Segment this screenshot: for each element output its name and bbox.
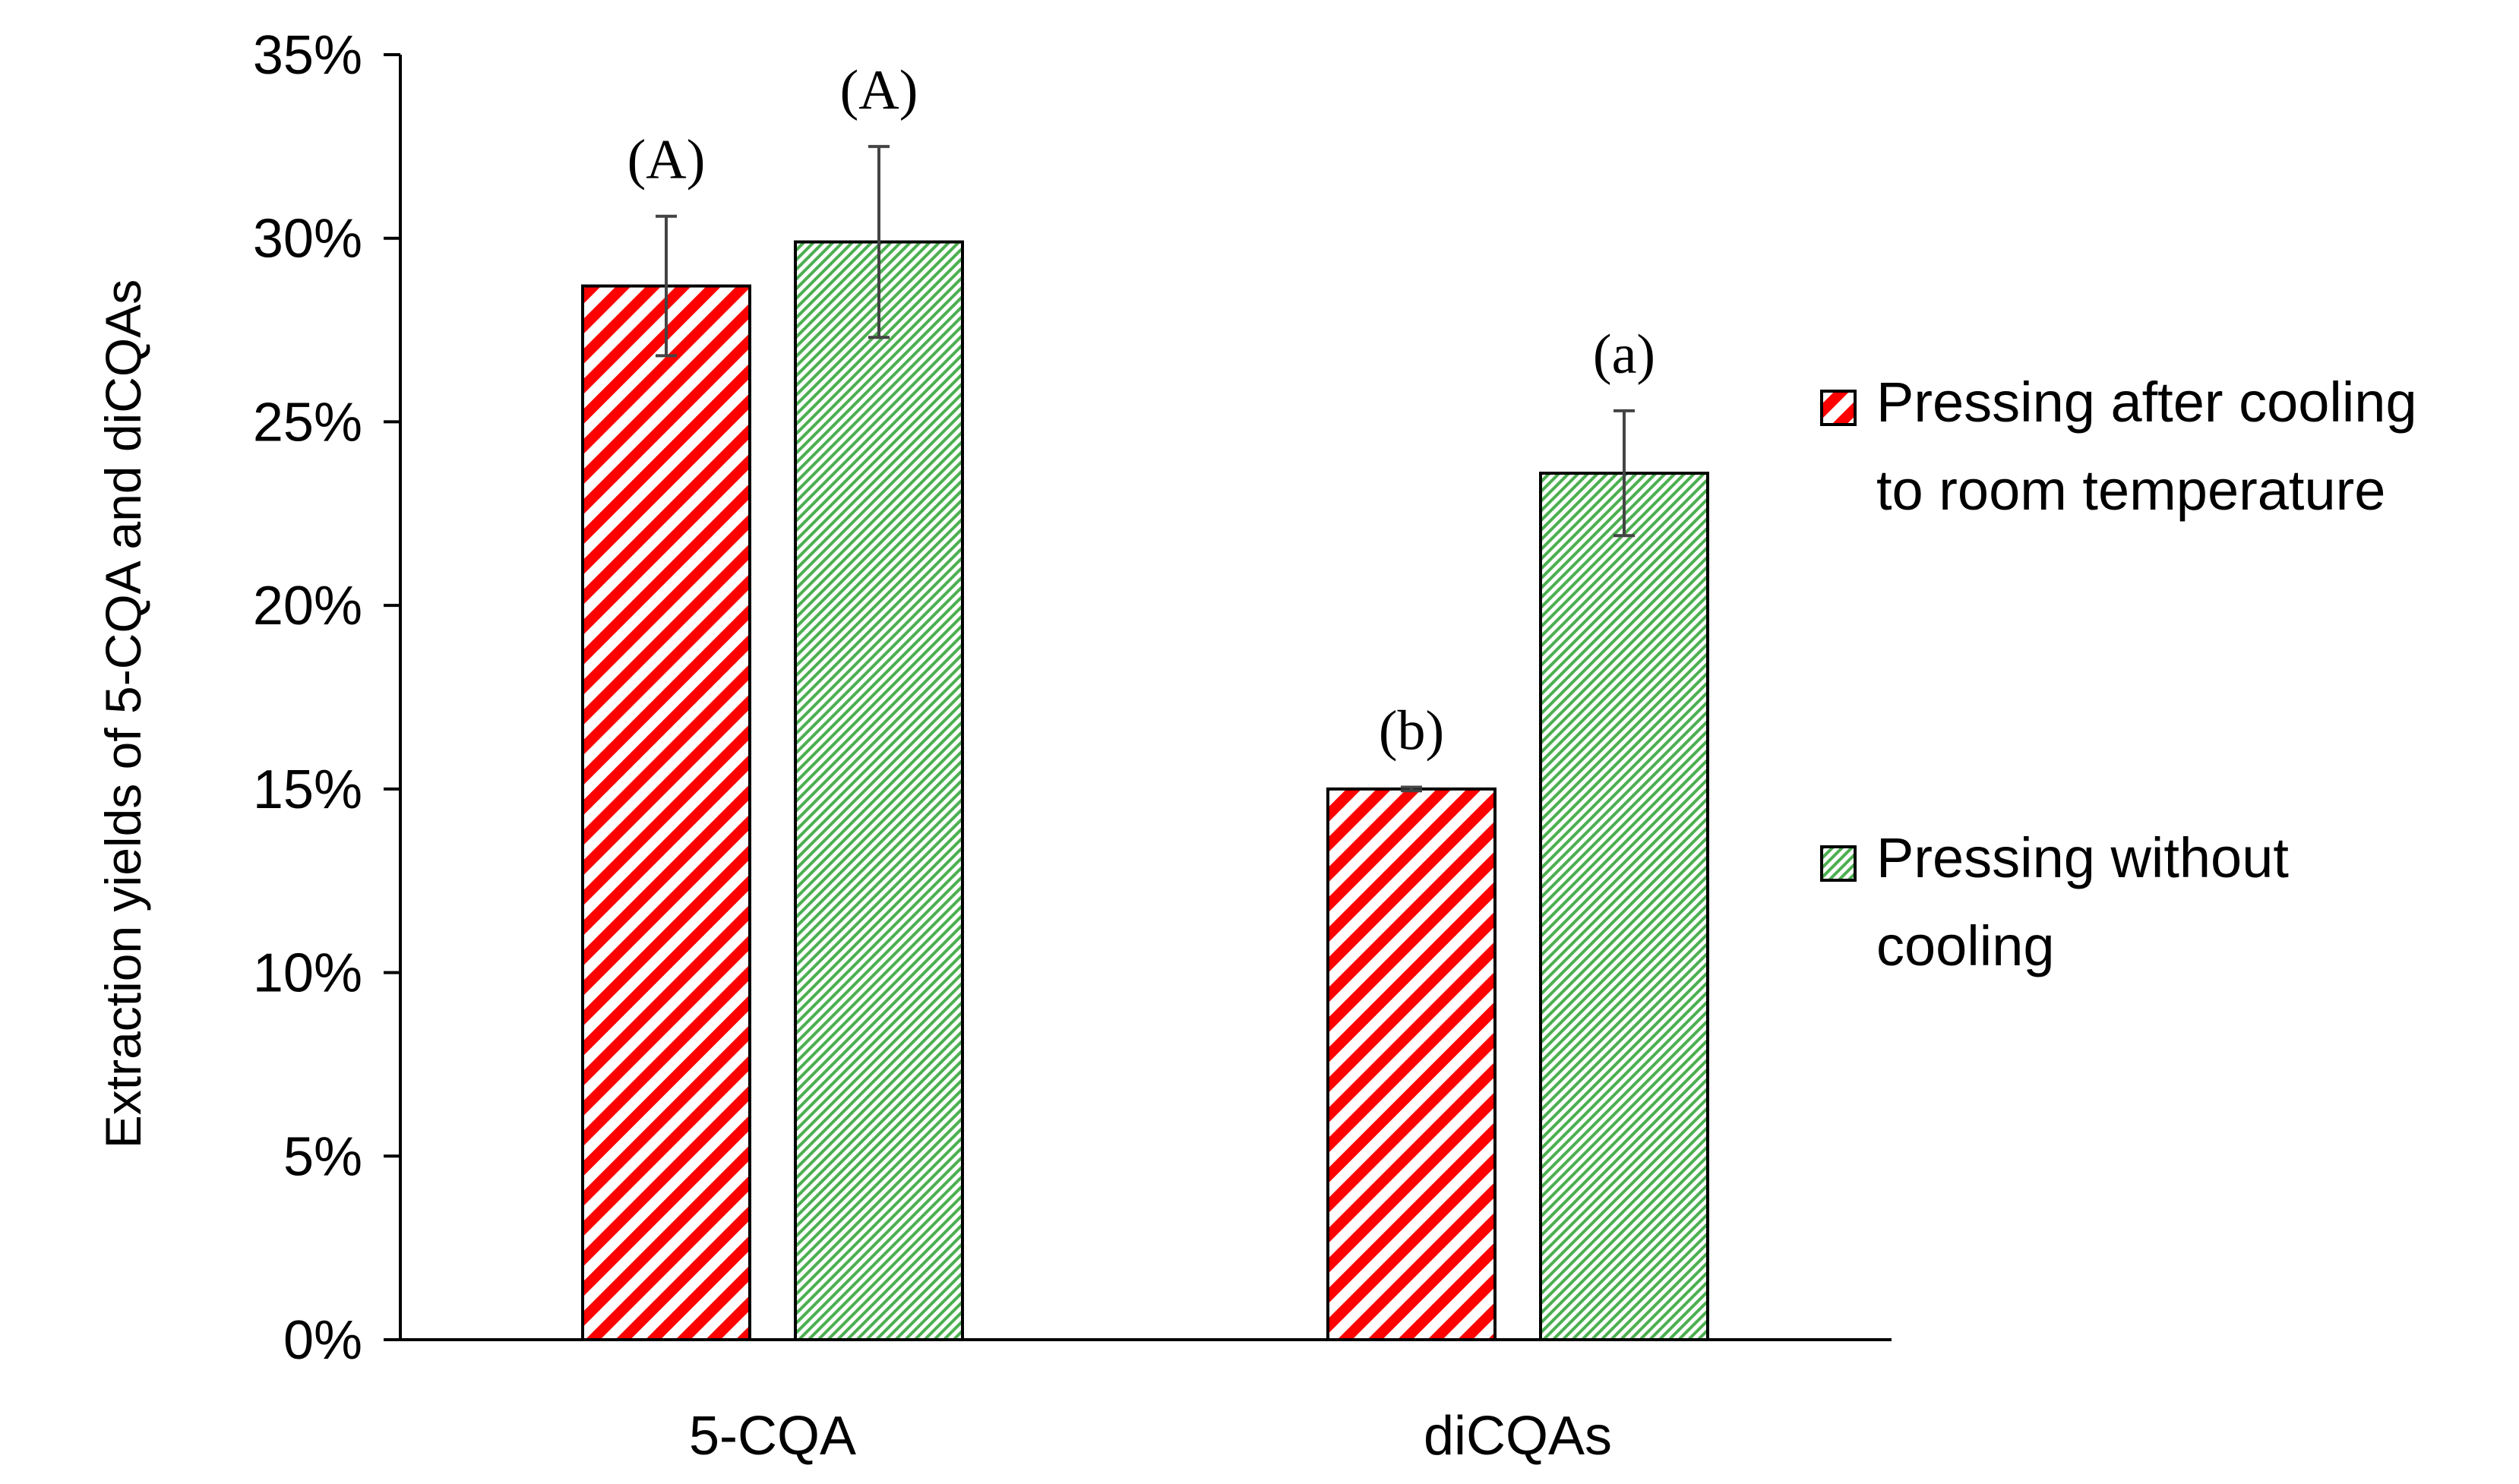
y-tick-label: 25% [253,392,362,453]
x-tick-label: 5-CQA [689,1406,856,1467]
significance-label: (a) [1593,324,1655,386]
legend-label: cooling [1876,914,2055,977]
bar-not-cooled-5-cqa [794,240,964,1341]
bar-cooled-5-cqa [581,284,751,1341]
significance-label: (A) [627,129,706,191]
y-tick-label: 35% [253,25,362,86]
legend-swatch [1820,845,1857,882]
legend-label: Pressing without [1876,826,2289,889]
y-tick-label: 10% [253,943,362,1004]
legend-label: to room temperature [1876,459,2385,522]
y-axis-title: Extraction yields of 5-CQA and diCQAs [95,279,151,1149]
significance-labels: (A) (A) (b) (a) [627,59,1655,763]
significance-label: (b) [1379,699,1444,762]
bar-cooled-dicqas [1326,787,1497,1342]
bars [581,240,1709,1342]
x-tick-label: diCQAs [1424,1406,1612,1467]
legend-swatch [1820,390,1857,426]
bar-not-cooled-dicqas [1539,472,1709,1342]
y-tick-label: 15% [253,759,362,820]
significance-label: (A) [840,59,918,122]
y-axis: 0% 5% 10% 15% 20% 25% 30% 35% [253,25,402,1371]
y-tick-label: 0% [283,1310,362,1371]
legend: Pressing after cooling to room temperatur… [1820,371,2417,977]
x-axis: 5-CQA diCQAs [400,1338,1892,1467]
error-bars [656,144,1635,793]
legend-label: Pressing after cooling [1876,371,2417,434]
y-tick-label: 30% [253,209,362,270]
y-tick-label: 20% [253,576,362,636]
y-tick-label: 5% [283,1126,362,1187]
